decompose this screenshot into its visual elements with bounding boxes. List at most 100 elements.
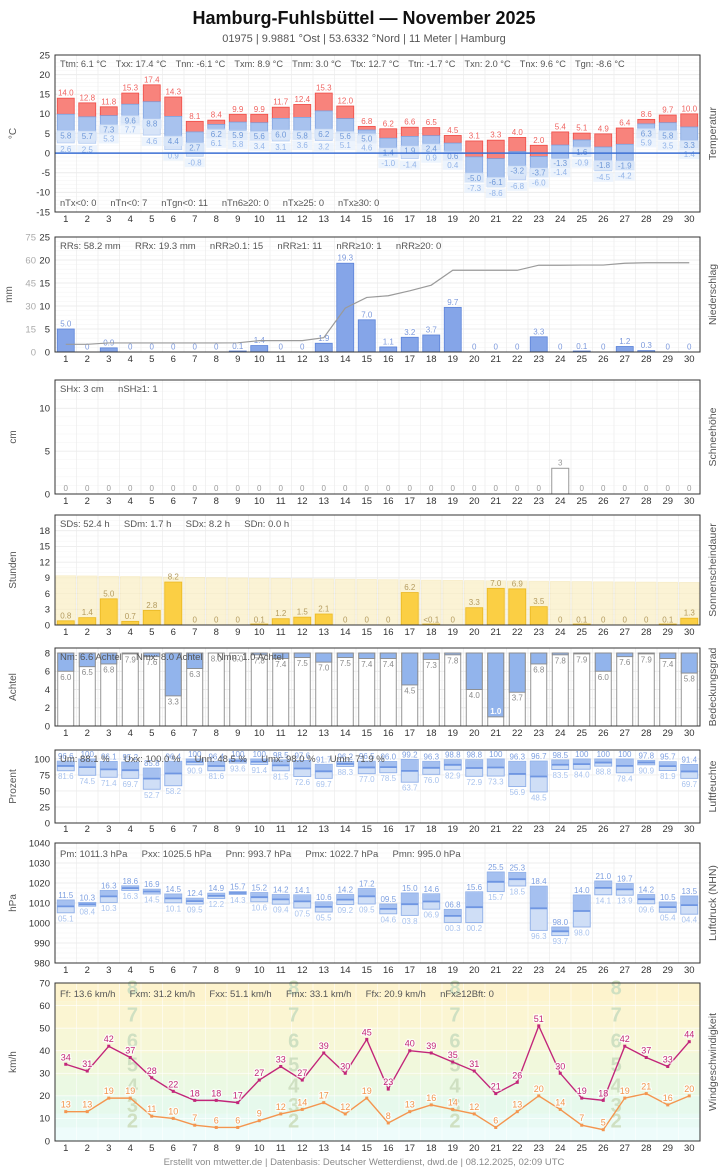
pressure-day-23: 18.4 96.3 (530, 876, 549, 942)
cloudcover-day-19: 7.8 (444, 652, 462, 727)
max-label: 14.1 (294, 886, 310, 895)
day-tick: 19 (447, 627, 458, 638)
cloud-label: 7.4 (662, 660, 674, 669)
precip-label: 3.2 (404, 328, 416, 337)
tground-label: 0.4 (447, 161, 459, 170)
snow-day-21: 0 (494, 484, 499, 493)
range-bar-upper (79, 759, 96, 768)
humidity-day-28: 97.8 90.9 (637, 750, 656, 776)
day-tick: 21 (490, 214, 501, 225)
precip-label: 0 (558, 343, 563, 352)
min-label: 90.9 (638, 766, 654, 775)
precip-label: 3.3 (533, 327, 545, 336)
day-tick: 13 (318, 824, 329, 835)
snow-label: 0 (623, 484, 628, 493)
snow-day-3: 0 (107, 484, 112, 493)
sunshine-label: 0 (623, 616, 628, 625)
day-tick: 23 (533, 354, 544, 365)
min-label: 93.6 (230, 765, 246, 774)
day-tick: 6 (171, 965, 176, 976)
precip-label: 0 (193, 343, 198, 352)
max-label: 96.3 (509, 752, 525, 761)
day-tick: 4 (128, 728, 133, 739)
precip-bar (314, 342, 333, 353)
day-tick: 24 (555, 496, 566, 507)
day-tick: 11 (276, 496, 286, 507)
day-tick: 24 (555, 627, 566, 638)
day-tick: 7 (192, 965, 197, 976)
tmin-bar (465, 156, 484, 174)
plot-border (54, 842, 701, 964)
y-tick: 4 (45, 685, 50, 696)
day-tick: 4 (128, 627, 133, 638)
humidity-day-23: 96.7 48.5 (530, 751, 549, 804)
sunshine-label: 0.1 (254, 616, 266, 625)
snow-label: 0 (128, 484, 133, 493)
beaufort-number: 5 (127, 1054, 138, 1076)
cloudcover-day-30: 5.8 (680, 652, 698, 727)
tmax-bar (615, 127, 634, 145)
gust-point (386, 1087, 390, 1091)
day-tick: 6 (171, 1143, 176, 1154)
footer-credit: Erstellt von mtwetter.de | Datenbasis: D… (163, 1157, 565, 1168)
sunshine-bar (142, 609, 161, 626)
day-tick: 9 (235, 965, 240, 976)
panel-title: Windgeschwindigkeit (707, 1013, 719, 1111)
precipitation-day-24: 0 (557, 341, 564, 352)
max-label: 10.6 (316, 893, 332, 902)
precipitation-day-12: 0 (299, 341, 306, 352)
pressure-day-6: 14.5 10.1 (164, 884, 183, 915)
snow-label: 0 (343, 484, 348, 493)
day-tick: 29 (662, 214, 673, 225)
min-label: 13.9 (617, 897, 633, 906)
min-label: 48.5 (531, 793, 547, 802)
beaufort-number: 8 (288, 978, 299, 1000)
cloudcover-day-28: 7.9 (637, 652, 655, 727)
tground-label: 0.9 (426, 154, 438, 163)
sunshine-day-7: 0 (193, 616, 198, 625)
range-bar-upper (659, 902, 676, 908)
tground-label: -7.3 (467, 184, 481, 193)
range-bar-upper (423, 894, 440, 902)
temperature-day-5: 17.4 8.8 4.6 (141, 74, 162, 147)
beaufort-number: 7 (611, 1005, 622, 1027)
cumulative-precip-line (65, 262, 690, 345)
cloud-bar (401, 652, 419, 686)
day-tick: 6 (171, 354, 176, 365)
day-tick: 16 (383, 824, 394, 835)
mean-label: 6 (235, 1115, 240, 1125)
gust-label: 18 (211, 1088, 221, 1098)
range-bar-upper (57, 900, 74, 907)
mean-point (150, 1114, 154, 1118)
day-tick: 2 (85, 354, 90, 365)
snow-label: 0 (85, 484, 90, 493)
snow-day-11: 0 (279, 484, 284, 493)
tmin-label: 9.6 (125, 116, 137, 125)
gust-point (365, 1037, 369, 1041)
snow-label: 0 (666, 484, 671, 493)
humidity-day-24: 98.5 83.5 (551, 750, 570, 782)
day-tick: 11 (276, 824, 286, 835)
day-tick: 19 (447, 728, 458, 739)
tmin-bar (142, 101, 161, 119)
sunshine-label: 1.5 (297, 608, 309, 617)
tground-label: 3.6 (297, 141, 309, 150)
gust-point (494, 1092, 498, 1096)
precip-bar (422, 334, 441, 353)
range-bar-upper (573, 895, 590, 912)
day-tick: 26 (598, 965, 609, 976)
y-tick: -10 (36, 188, 50, 199)
cloudcover-day-20: 4.0 (465, 652, 483, 727)
label-bg (292, 140, 313, 150)
precip-label: 0 (128, 343, 133, 352)
y-tick: 25 (39, 232, 50, 243)
min-label: 83.5 (552, 771, 568, 780)
day-tick: 30 (684, 627, 695, 638)
snow-day-23: 0 (537, 484, 542, 493)
snow-label: 0 (300, 484, 305, 493)
day-tick: 2 (85, 496, 90, 507)
gust-label: 18 (598, 1088, 608, 1098)
precipitation-day-18: 3.7 (422, 324, 441, 353)
y-tick-secondary: 60 (25, 255, 36, 266)
snow-label: 0 (386, 484, 391, 493)
